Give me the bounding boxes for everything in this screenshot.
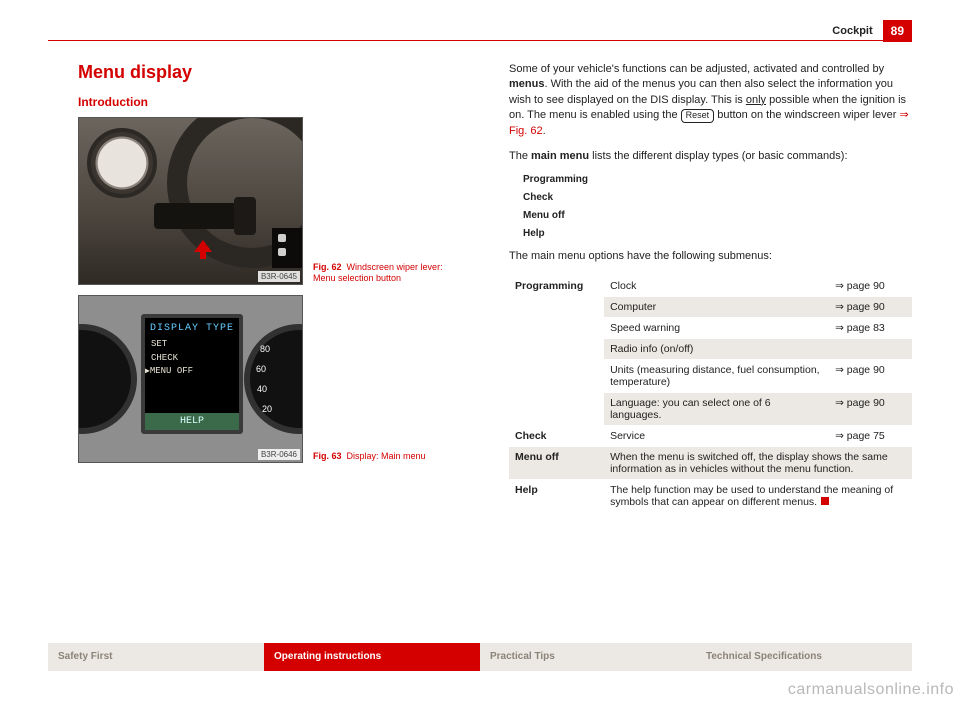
dis-screen: DISPLAY TYPE SET CHECK MENU OFF HELP bbox=[141, 314, 243, 434]
control-panel bbox=[272, 228, 302, 268]
table-category: Check bbox=[509, 425, 604, 446]
footer-tabs: Safety First Operating instructions Prac… bbox=[48, 643, 912, 671]
dis-screen-item: SET bbox=[151, 338, 239, 352]
table-item: Speed warning bbox=[604, 317, 829, 338]
submenu-intro: The main menu options have the following… bbox=[509, 249, 912, 264]
figure-63-caption-text: Display: Main menu bbox=[347, 451, 426, 461]
table-page-ref bbox=[829, 338, 912, 359]
header-rule bbox=[48, 40, 912, 41]
gauge-tick: 20 bbox=[262, 404, 272, 414]
gauge-tick: 80 bbox=[260, 344, 270, 354]
red-arrow-icon bbox=[192, 238, 214, 260]
page-header: Cockpit 89 bbox=[832, 20, 912, 42]
table-item: When the menu is switched off, the displ… bbox=[604, 446, 912, 479]
table-row: HelpThe help function may be used to und… bbox=[509, 479, 912, 512]
dis-screen-items: SET CHECK MENU OFF bbox=[145, 338, 239, 379]
gauge-tick: 60 bbox=[256, 364, 266, 374]
footer-tab-active[interactable]: Operating instructions bbox=[264, 643, 480, 671]
menu-item: Check bbox=[523, 192, 912, 203]
page-title: Menu display bbox=[78, 62, 481, 83]
menu-item: Programming bbox=[523, 174, 912, 185]
content: Menu display Introduction B3R-0645 bbox=[78, 62, 912, 631]
table-item: Language: you can select one of 6 langua… bbox=[604, 392, 829, 425]
figure-62-image: B3R-0645 bbox=[78, 117, 303, 285]
text: . bbox=[543, 125, 546, 137]
table-category: Menu off bbox=[509, 446, 604, 479]
text: only bbox=[746, 94, 766, 106]
text: Some of your vehicle's functions can be … bbox=[509, 63, 884, 75]
table-item: Radio info (on/off) bbox=[604, 338, 829, 359]
page-number: 89 bbox=[883, 20, 912, 42]
dashboard-dial bbox=[87, 128, 157, 198]
dis-screen-item: CHECK bbox=[151, 352, 239, 366]
text: menus bbox=[509, 78, 544, 90]
footer-tab[interactable]: Technical Specifications bbox=[696, 643, 912, 671]
dis-screen-item-selected: MENU OFF bbox=[151, 365, 239, 379]
table-item: Service bbox=[604, 425, 829, 446]
table-page-ref: ⇒ page 90 bbox=[829, 296, 912, 317]
table-item: Computer bbox=[604, 296, 829, 317]
table-item: Units (measuring distance, fuel consumpt… bbox=[604, 359, 829, 392]
gauge-tick: 40 bbox=[257, 384, 267, 394]
table-row: Menu offWhen the menu is switched off, t… bbox=[509, 446, 912, 479]
text: main menu bbox=[531, 150, 589, 162]
intro-paragraph: Some of your vehicle's functions can be … bbox=[509, 62, 912, 139]
submenu-table: ProgrammingClock⇒ page 90Computer⇒ page … bbox=[509, 275, 912, 512]
figure-63-caption-prefix: Fig. 63 bbox=[313, 451, 342, 461]
table-page-ref: ⇒ page 90 bbox=[829, 275, 912, 296]
table-page-ref: ⇒ page 90 bbox=[829, 359, 912, 392]
table-category: Help bbox=[509, 479, 604, 512]
figure-62-tag: B3R-0645 bbox=[258, 271, 300, 282]
section-title: Cockpit bbox=[832, 25, 872, 37]
end-marker-icon bbox=[821, 497, 829, 505]
figure-62-caption: Fig. 62 Windscreen wiper lever: Menu sel… bbox=[313, 262, 453, 285]
wiper-lever-knob bbox=[234, 197, 256, 235]
table-row: CheckService⇒ page 75 bbox=[509, 425, 912, 446]
table-page-ref: ⇒ page 90 bbox=[829, 392, 912, 425]
text: button on the windscreen wiper lever bbox=[714, 109, 899, 121]
table-page-ref: ⇒ page 83 bbox=[829, 317, 912, 338]
figure-62: B3R-0645 Fig. 62 Windscreen wiper lever:… bbox=[78, 117, 481, 285]
figure-62-caption-prefix: Fig. 62 bbox=[313, 262, 342, 272]
watermark: carmanualsonline.info bbox=[788, 681, 954, 699]
table-item: Clock bbox=[604, 275, 829, 296]
figure-63-image: 80 60 40 20 DISPLAY TYPE SET CHECK MENU … bbox=[78, 295, 303, 463]
table-page-ref: ⇒ page 75 bbox=[829, 425, 912, 446]
left-column: Menu display Introduction B3R-0645 bbox=[78, 62, 481, 631]
subtitle: Introduction bbox=[78, 95, 481, 109]
menu-item: Menu off bbox=[523, 210, 912, 221]
right-column: Some of your vehicle's functions can be … bbox=[509, 62, 912, 631]
footer-tab[interactable]: Safety First bbox=[48, 643, 264, 671]
figure-63-caption: Fig. 63 Display: Main menu bbox=[313, 451, 453, 463]
table-item: The help function may be used to underst… bbox=[604, 479, 912, 512]
wiper-lever bbox=[154, 203, 244, 229]
dis-screen-help: HELP bbox=[145, 413, 239, 430]
figure-63-tag: B3R-0646 bbox=[258, 449, 300, 460]
text: The bbox=[509, 150, 531, 162]
main-menu-list: Programming Check Menu off Help bbox=[523, 174, 912, 239]
table-row: ProgrammingClock⇒ page 90 bbox=[509, 275, 912, 296]
text: lists the different display types (or ba… bbox=[589, 150, 847, 162]
menu-item: Help bbox=[523, 228, 912, 239]
page: Cockpit 89 Menu display Introduction bbox=[0, 0, 960, 701]
main-menu-line: The main menu lists the different displa… bbox=[509, 149, 912, 164]
footer-tab[interactable]: Practical Tips bbox=[480, 643, 696, 671]
dis-screen-title: DISPLAY TYPE bbox=[145, 318, 239, 334]
figure-63: 80 60 40 20 DISPLAY TYPE SET CHECK MENU … bbox=[78, 295, 481, 463]
table-category: Programming bbox=[509, 275, 604, 425]
reset-key-icon: Reset bbox=[681, 109, 715, 123]
